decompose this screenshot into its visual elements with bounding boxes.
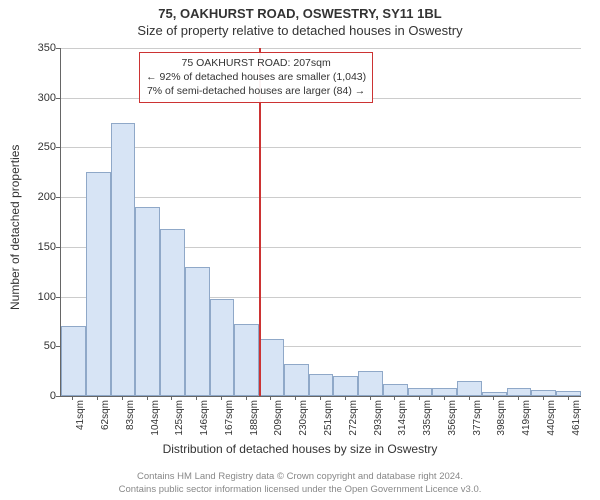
y-tick-label: 250 <box>16 141 56 153</box>
x-tick-mark <box>270 396 271 400</box>
grid-line <box>61 147 581 148</box>
footer-line-1: Contains HM Land Registry data © Crown c… <box>0 471 600 483</box>
y-tick-mark <box>56 297 60 298</box>
y-tick-label: 50 <box>16 340 56 352</box>
histogram-bar <box>309 374 334 396</box>
x-tick-label: 419sqm <box>521 400 532 436</box>
x-tick-mark <box>419 396 420 400</box>
x-tick-label: 251sqm <box>323 400 334 436</box>
histogram-bar <box>185 267 210 396</box>
y-tick-mark <box>56 98 60 99</box>
x-tick-label: 272sqm <box>348 400 359 436</box>
y-tick-mark <box>56 396 60 397</box>
x-tick-mark <box>345 396 346 400</box>
x-tick-label: 167sqm <box>224 400 235 436</box>
x-tick-label: 356sqm <box>447 400 458 436</box>
x-tick-mark <box>394 396 395 400</box>
y-tick-label: 200 <box>16 191 56 203</box>
x-tick-mark <box>171 396 172 400</box>
histogram-bar <box>61 326 86 396</box>
x-tick-label: 41sqm <box>75 400 86 430</box>
x-tick-mark <box>72 396 73 400</box>
x-tick-mark <box>370 396 371 400</box>
histogram-bar <box>210 299 235 396</box>
x-tick-mark <box>320 396 321 400</box>
x-tick-label: 293sqm <box>373 400 384 436</box>
annotation-box: 75 OAKHURST ROAD: 207sqm← 92% of detache… <box>139 52 373 103</box>
x-axis-label: Distribution of detached houses by size … <box>0 442 600 456</box>
x-tick-mark <box>221 396 222 400</box>
y-axis-label: Number of detached properties <box>8 145 22 310</box>
histogram-bar <box>234 324 259 396</box>
histogram-bar <box>284 364 309 396</box>
footer-line-2: Contains public sector information licen… <box>0 484 600 496</box>
grid-line <box>61 197 581 198</box>
x-tick-label: 209sqm <box>273 400 284 436</box>
x-tick-label: 335sqm <box>422 400 433 436</box>
annotation-line: ← 92% of detached houses are smaller (1,… <box>146 70 366 84</box>
x-tick-label: 230sqm <box>298 400 309 436</box>
x-tick-label: 62sqm <box>100 400 111 430</box>
y-tick-label: 0 <box>16 390 56 402</box>
y-tick-mark <box>56 147 60 148</box>
y-tick-mark <box>56 346 60 347</box>
x-tick-label: 125sqm <box>174 400 185 436</box>
annotation-line: 7% of semi-detached houses are larger (8… <box>146 84 366 98</box>
histogram-bar <box>111 123 136 396</box>
x-tick-mark <box>493 396 494 400</box>
x-tick-label: 188sqm <box>249 400 260 436</box>
x-tick-label: 440sqm <box>546 400 557 436</box>
x-tick-mark <box>295 396 296 400</box>
histogram-bar <box>432 388 457 396</box>
x-tick-label: 83sqm <box>125 400 136 430</box>
x-tick-label: 377sqm <box>472 400 483 436</box>
x-tick-mark <box>122 396 123 400</box>
x-tick-label: 104sqm <box>150 400 161 436</box>
x-tick-mark <box>543 396 544 400</box>
y-tick-label: 300 <box>16 92 56 104</box>
histogram-bar <box>556 391 581 396</box>
histogram-bar <box>86 172 111 396</box>
x-tick-mark <box>246 396 247 400</box>
y-tick-label: 350 <box>16 42 56 54</box>
x-tick-mark <box>97 396 98 400</box>
histogram-bar <box>259 339 284 396</box>
annotation-line: 75 OAKHURST ROAD: 207sqm <box>146 56 366 70</box>
histogram-bar <box>333 376 358 396</box>
histogram-bar <box>135 207 160 396</box>
histogram-bar <box>160 229 185 396</box>
x-tick-label: 146sqm <box>199 400 210 436</box>
histogram-bar <box>408 388 433 396</box>
y-tick-mark <box>56 48 60 49</box>
y-tick-mark <box>56 247 60 248</box>
y-tick-mark <box>56 197 60 198</box>
x-tick-mark <box>196 396 197 400</box>
plot-area: 75 OAKHURST ROAD: 207sqm← 92% of detache… <box>60 48 581 397</box>
x-tick-label: 461sqm <box>571 400 582 436</box>
histogram-bar <box>383 384 408 396</box>
x-tick-mark <box>518 396 519 400</box>
histogram-bar <box>507 388 532 396</box>
x-tick-mark <box>444 396 445 400</box>
x-tick-mark <box>147 396 148 400</box>
histogram-bar <box>457 381 482 396</box>
footer-text: Contains HM Land Registry data © Crown c… <box>0 471 600 496</box>
title-sub: Size of property relative to detached ho… <box>0 21 600 44</box>
y-tick-label: 100 <box>16 291 56 303</box>
histogram-bar <box>358 371 383 396</box>
x-tick-label: 314sqm <box>397 400 408 436</box>
y-tick-label: 150 <box>16 241 56 253</box>
x-tick-mark <box>469 396 470 400</box>
grid-line <box>61 48 581 49</box>
x-tick-mark <box>568 396 569 400</box>
histogram-bar <box>531 390 556 396</box>
x-tick-label: 398sqm <box>496 400 507 436</box>
title-main: 75, OAKHURST ROAD, OSWESTRY, SY11 1BL <box>0 0 600 21</box>
